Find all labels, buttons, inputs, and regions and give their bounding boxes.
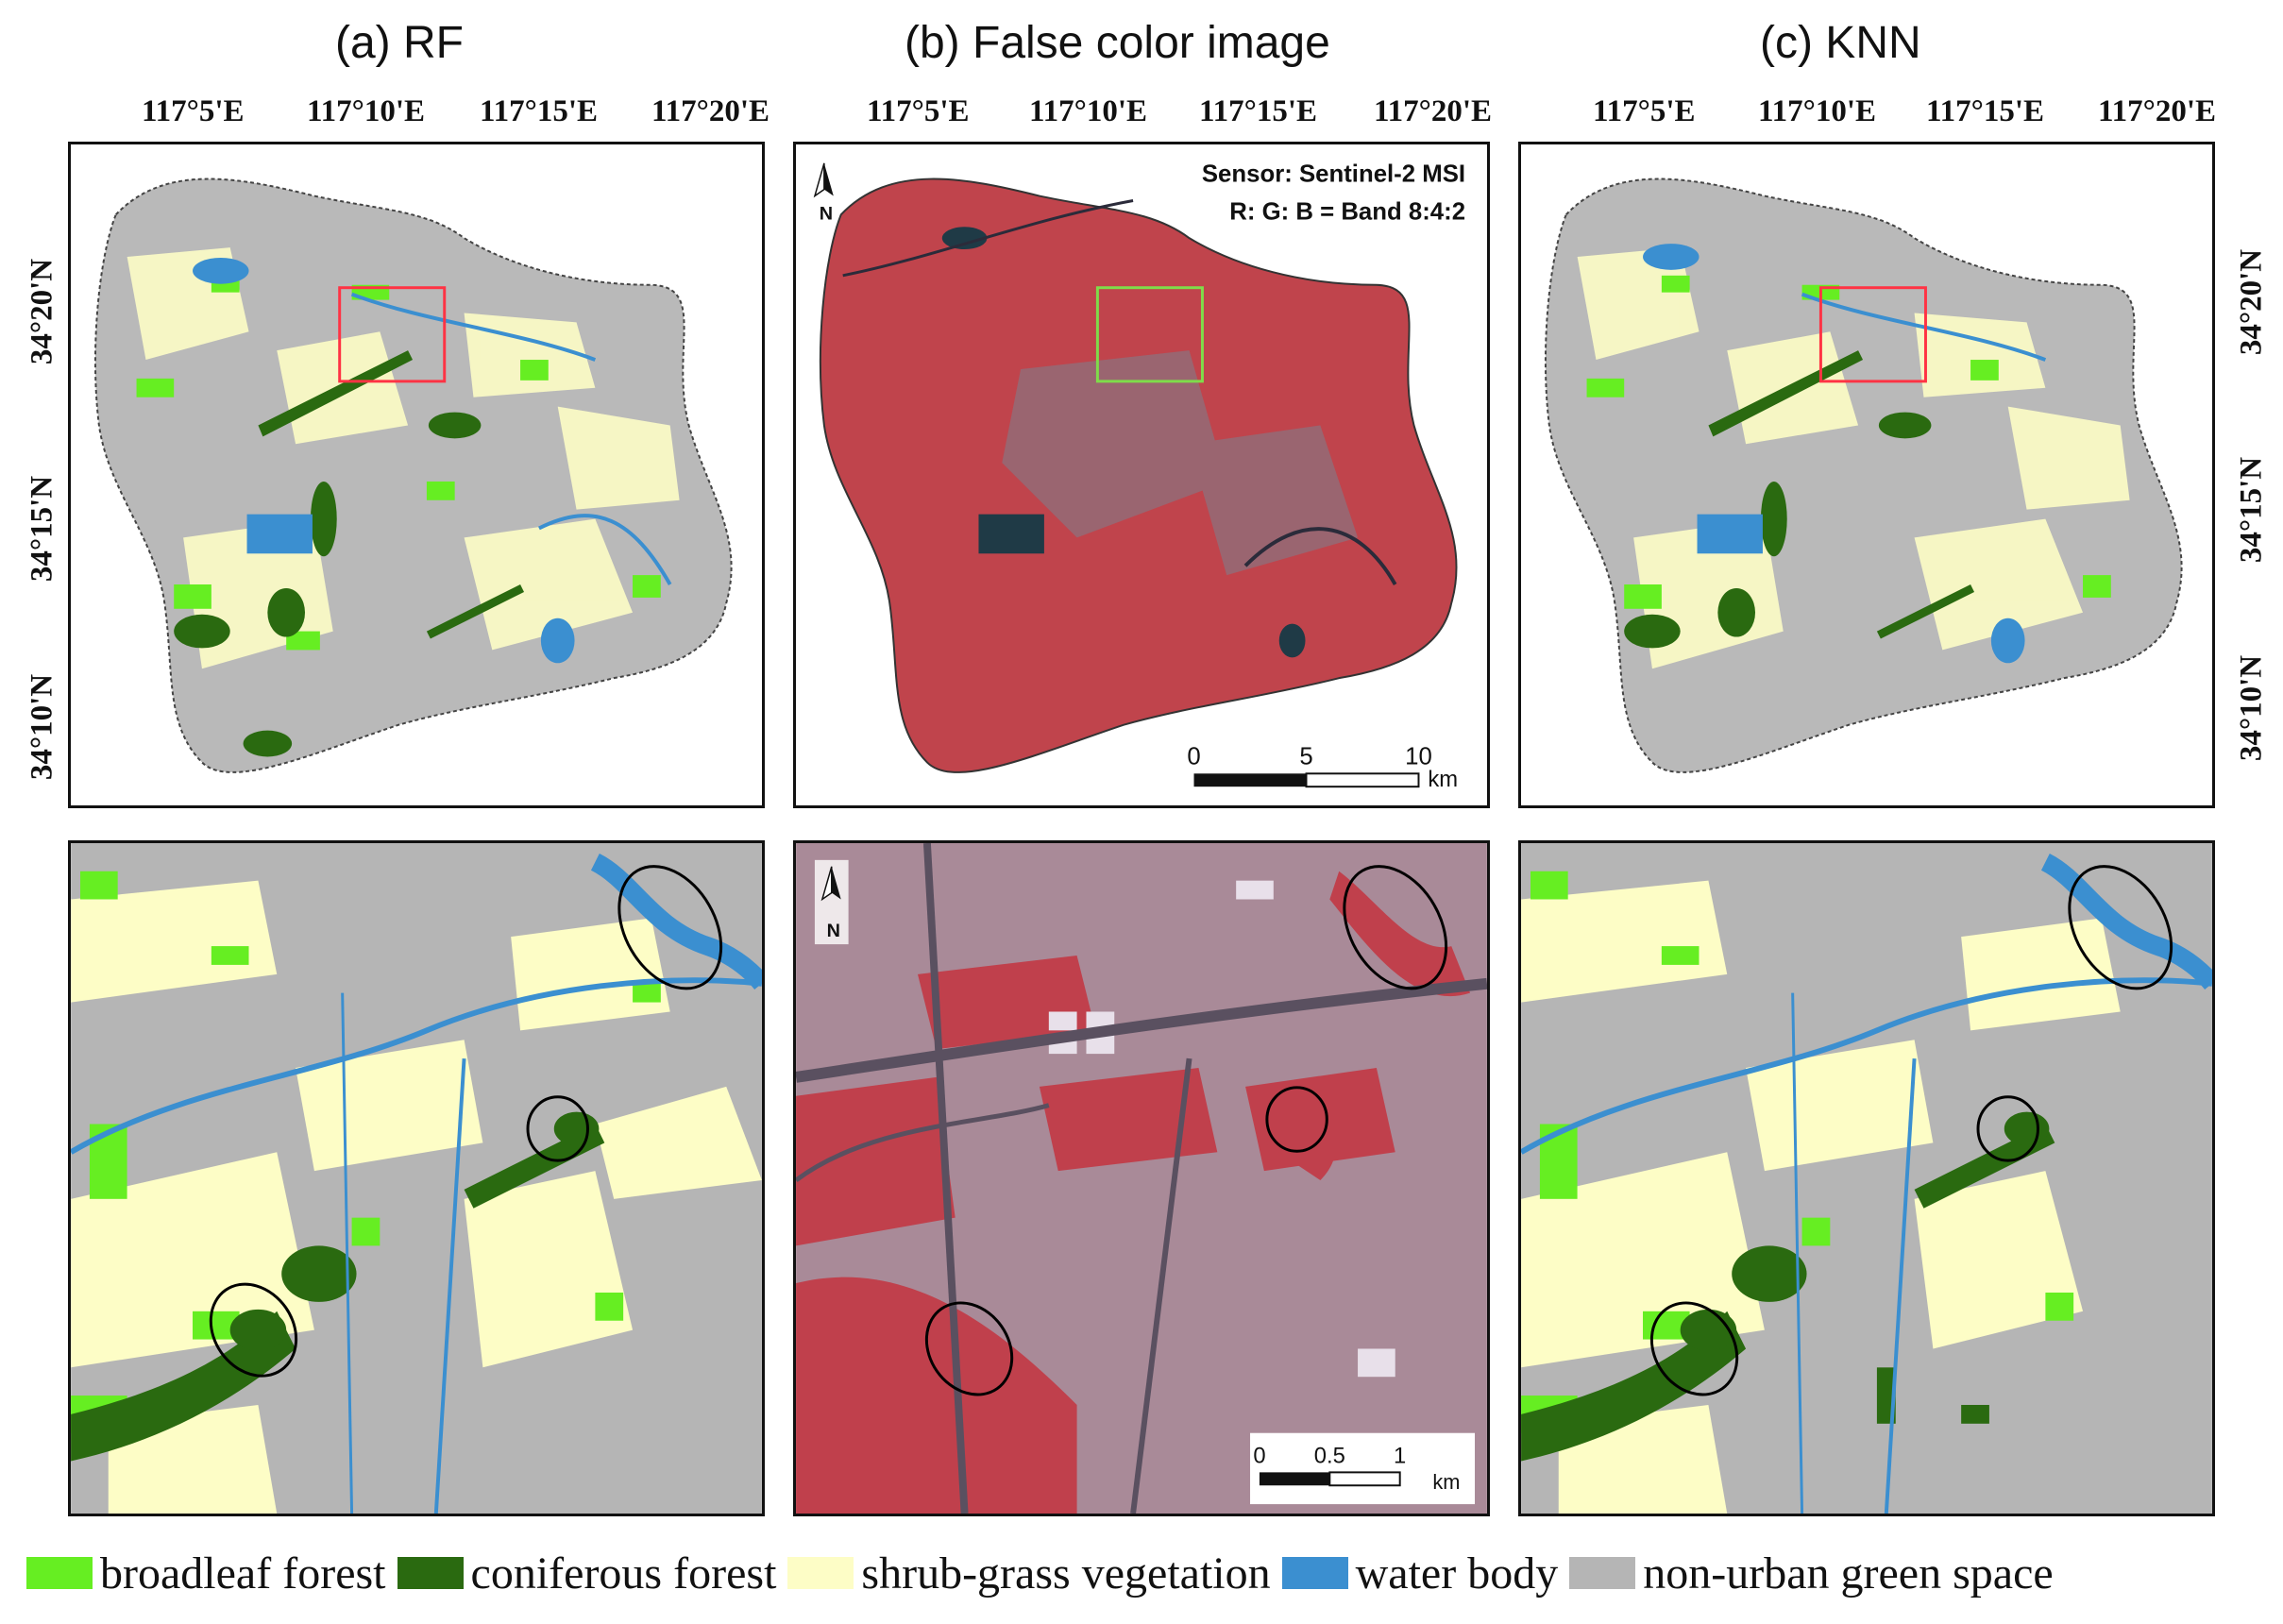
legend-item-water: water body (1281, 1548, 1559, 1599)
legend-swatch-non-urban (1569, 1557, 1636, 1589)
lon-label-a-2: 117°10'E (307, 94, 426, 128)
zoom-scale-tick-1: 1 (1394, 1443, 1406, 1468)
lon-label-a-4: 117°20'E (651, 94, 770, 128)
band-combination-label: R: G: B = Band 8:4:2 (1229, 198, 1465, 225)
knn-ellipse-2 (1976, 1095, 2039, 1162)
north-arrow-zoom: N (814, 859, 849, 945)
knn-conifer-patches (1624, 350, 1975, 649)
legend-item-coniferous: coniferous forest (397, 1548, 777, 1599)
rf-ellipse-2 (526, 1095, 589, 1162)
legend-swatch-coniferous (397, 1557, 464, 1589)
false-color-ellipse-3 (924, 1301, 1014, 1396)
legend: broadleaf forest coniferous forest shrub… (26, 1545, 2054, 1601)
false-color-overview-map: N Sensor: Sentinel-2 MSI R: G: B = Band … (793, 142, 1490, 808)
scale-bar-overview: 0 5 10 km (1187, 743, 1458, 792)
panel-title-rf: (a) RF (335, 18, 464, 68)
false-color-zoom-map: N 0 0.5 1 km (793, 840, 1490, 1516)
zoom-scale-tick-0: 0 (1253, 1443, 1265, 1468)
scale-unit: km (1428, 767, 1458, 792)
rf-zoom-conifer (71, 1111, 605, 1462)
legend-label-water: water body (1355, 1548, 1559, 1599)
rf-zoom-svg (71, 843, 762, 1514)
rf-ellipse-3 (209, 1282, 298, 1378)
legend-swatch-broadleaf (26, 1557, 93, 1589)
false-color-dark-water (941, 227, 1306, 658)
false-color-zoom-red-vegetation (796, 871, 1471, 1514)
zoom-scale-unit: km (1432, 1470, 1460, 1494)
rf-overview-svg (93, 178, 733, 773)
scale-tick-10: 10 (1405, 743, 1432, 770)
rf-ellipse-1 (617, 865, 723, 990)
knn-overview-map (1518, 142, 2215, 808)
legend-item-non-urban: non-urban green space (1569, 1548, 2054, 1599)
knn-zoom-conifer (1521, 1111, 2055, 1462)
zoom-scale-tick-05: 0.5 (1314, 1443, 1345, 1468)
lon-label-a-3: 117°15'E (480, 94, 599, 128)
false-color-ellipse-1 (1343, 865, 1448, 990)
legend-item-broadleaf: broadleaf forest (26, 1548, 386, 1599)
lon-label-b-4: 117°20'E (1374, 94, 1493, 128)
knn-zoom-map (1518, 840, 2215, 1516)
legend-swatch-water (1281, 1557, 1348, 1589)
north-label-overview: N (820, 203, 833, 224)
knn-ellipse-1 (2068, 865, 2173, 990)
false-color-ellipse-2 (1265, 1086, 1328, 1153)
false-color-highlight-box (1095, 286, 1204, 383)
panel-title-false-color: (b) False color image (905, 18, 1330, 68)
lon-label-b-1: 117°5'E (867, 94, 970, 128)
lat-label-left-2: 34°15'N (25, 475, 59, 583)
legend-label-non-urban: non-urban green space (1643, 1548, 2054, 1599)
legend-swatch-shrub (787, 1557, 854, 1589)
false-color-urban-texture (1002, 350, 1359, 576)
lon-label-b-2: 117°10'E (1029, 94, 1148, 128)
rf-highlight-box (338, 286, 447, 383)
sensor-label: Sensor: Sentinel-2 MSI (1202, 161, 1465, 188)
false-color-zoom-roads (796, 843, 1487, 1514)
knn-ellipse-3 (1649, 1301, 1739, 1396)
north-arrow-overview: N (813, 162, 834, 224)
legend-label-coniferous: coniferous forest (470, 1548, 777, 1599)
lat-label-left-1: 34°20'N (25, 258, 59, 365)
lon-label-a-1: 117°5'E (142, 94, 245, 128)
lon-label-c-1: 117°5'E (1593, 94, 1696, 128)
lon-label-b-3: 117°15'E (1199, 94, 1318, 128)
scale-tick-5: 5 (1299, 743, 1312, 770)
lat-label-right-2: 34°15'N (2234, 456, 2269, 564)
false-color-zoom-svg: N 0 0.5 1 km (796, 843, 1487, 1514)
legend-item-shrub: shrub-grass vegetation (787, 1548, 1271, 1599)
knn-highlight-box (1818, 286, 1927, 383)
lon-label-c-2: 117°10'E (1758, 94, 1877, 128)
knn-overview-svg (1544, 178, 2183, 773)
lat-label-right-1: 34°20'N (2234, 248, 2269, 356)
rf-zoom-map (68, 840, 765, 1516)
north-label-zoom: N (827, 921, 840, 941)
lon-label-c-4: 117°20'E (2098, 94, 2217, 128)
legend-label-broadleaf: broadleaf forest (100, 1548, 386, 1599)
lon-label-c-3: 117°15'E (1926, 94, 2045, 128)
knn-zoom-svg (1521, 843, 2212, 1514)
rf-zoom-water (71, 853, 762, 1514)
panel-title-knn: (c) KNN (1760, 18, 1921, 68)
scale-tick-0: 0 (1187, 743, 1200, 770)
rf-overview-map (68, 142, 765, 808)
knn-water-bodies (1643, 244, 2047, 664)
rf-broadleaf-patches (136, 275, 661, 651)
lat-label-left-3: 34°10'N (25, 673, 59, 781)
rf-conifer-patches (174, 350, 525, 757)
legend-label-shrub: shrub-grass vegetation (861, 1548, 1271, 1599)
scale-bar-zoom: 0 0.5 1 km (1250, 1432, 1476, 1505)
false-color-overview-svg: N Sensor: Sentinel-2 MSI R: G: B = Band … (813, 161, 1465, 792)
rf-water-bodies (193, 257, 672, 664)
lat-label-right-3: 34°10'N (2234, 654, 2269, 762)
